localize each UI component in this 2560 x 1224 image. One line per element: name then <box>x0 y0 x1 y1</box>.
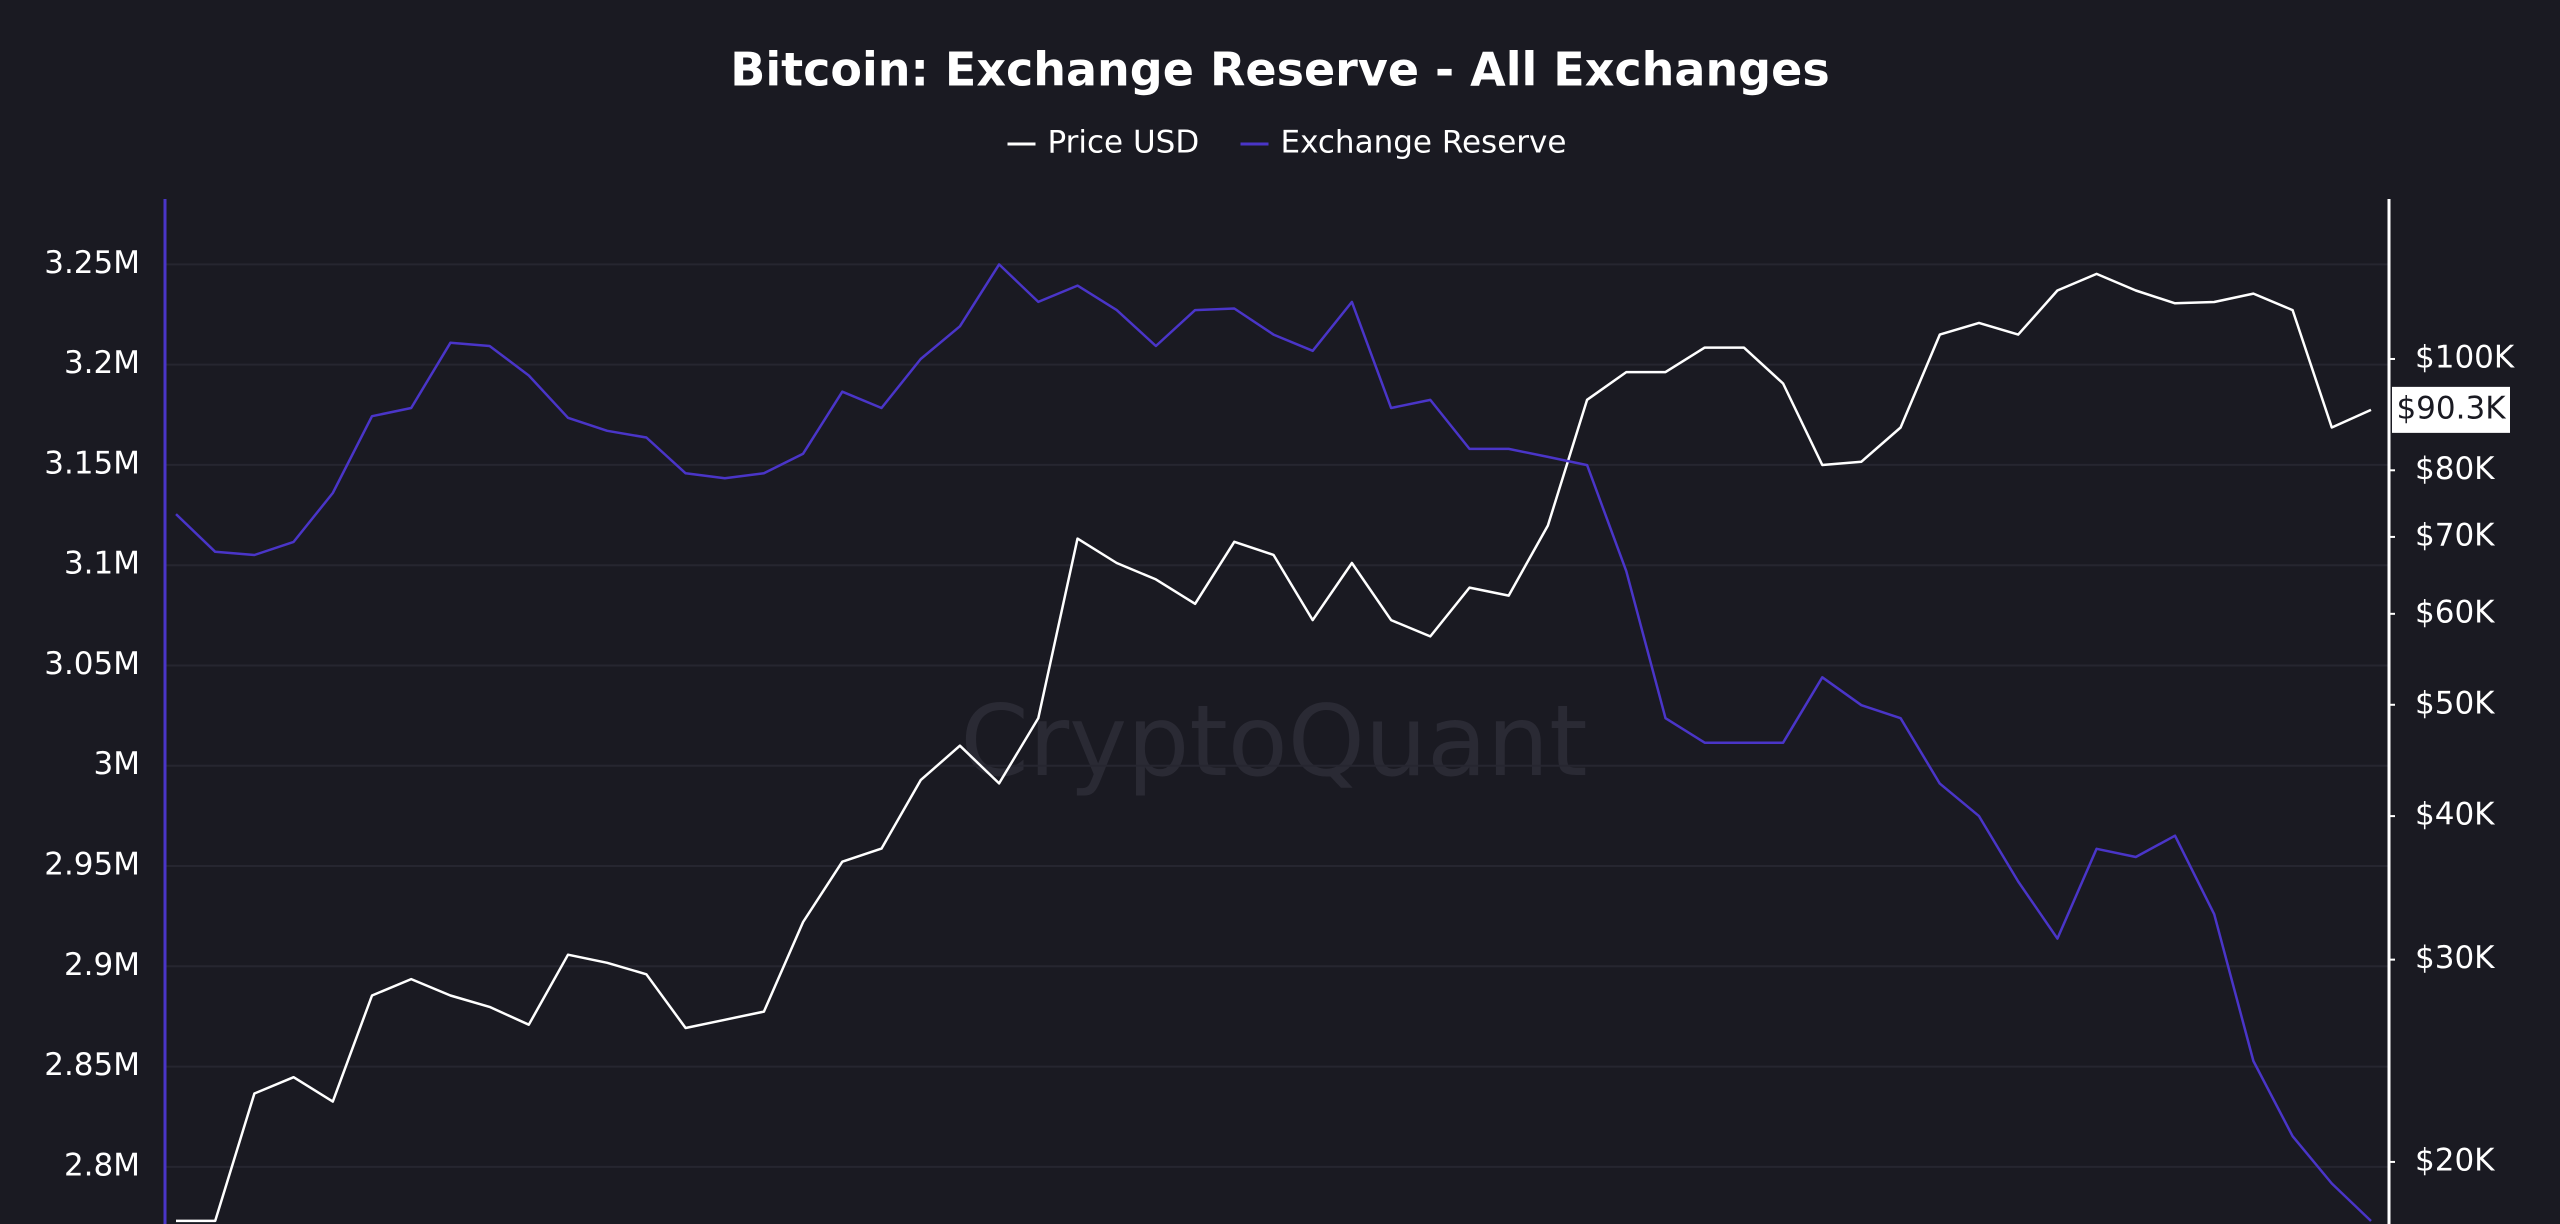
y-tick-label: 2.85M <box>44 1047 140 1083</box>
y2-tick-label: $60K <box>2415 594 2495 630</box>
y2-tick-label: $30K <box>2415 940 2495 976</box>
y2-tick-label: $70K <box>2415 517 2495 553</box>
y-tick-label: 2.95M <box>44 847 140 883</box>
y2-tick-label: $100K <box>2415 339 2515 375</box>
y-tick-label: 3M <box>94 746 140 782</box>
y2-tick-label: $50K <box>2415 685 2495 721</box>
y-tick-label: 3.2M <box>64 345 140 381</box>
y-tick-label: 2.8M <box>64 1147 140 1183</box>
chart-title: Bitcoin: Exchange Reserve - All Exchange… <box>730 43 1829 97</box>
y2-tick-label: $40K <box>2415 797 2495 833</box>
price-tag-label: $90.3K <box>2396 390 2506 426</box>
legend-label: Exchange Reserve <box>1281 125 1567 161</box>
y2-tick-label: $20K <box>2415 1142 2495 1178</box>
y-tick-label: 3.05M <box>44 646 140 682</box>
series-line <box>175 263 2372 1222</box>
y-tick-label: 2.9M <box>64 947 140 983</box>
price-tag <box>2392 386 2510 433</box>
y-tick-label: 3.15M <box>44 445 140 481</box>
watermark: CryptoQuant <box>960 685 1587 799</box>
y-tick-label: 3.25M <box>44 245 140 281</box>
series-line <box>176 272 2372 1223</box>
y2-tick-label: $80K <box>2415 451 2495 487</box>
legend-label: Price USD <box>1048 125 1200 161</box>
y-tick-label: 3.1M <box>64 546 140 582</box>
